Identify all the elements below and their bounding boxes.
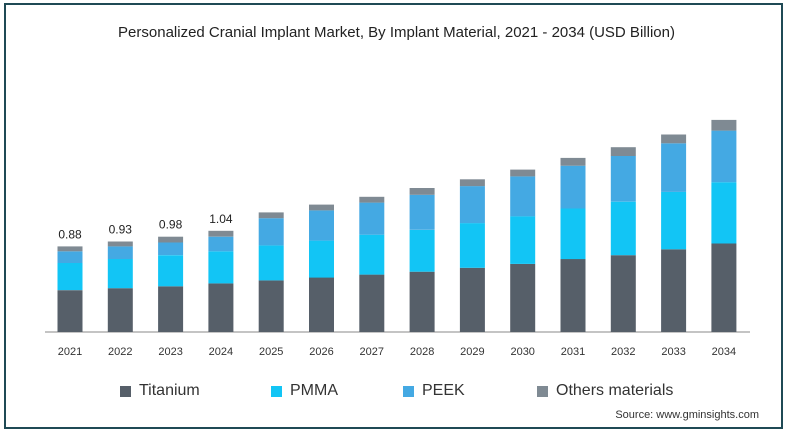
legend-item-peek: PEEK [403, 382, 465, 400]
total-label-2024: 1.04 [209, 212, 233, 226]
bar-pmma-2028 [409, 229, 435, 272]
bar-pmma-2022 [107, 259, 133, 289]
bar-peek-2028 [409, 194, 435, 230]
bar-titanium-2025 [258, 280, 284, 332]
bar-peek-2029 [459, 186, 485, 224]
chart-frame [4, 3, 783, 429]
x-tick-labels: 2021 2022 2023 2024 2025 2026 2027 2028 2029 2030… [58, 346, 736, 358]
x-tick-label-2025: 2025 [259, 346, 283, 358]
bar-peek-2025 [258, 218, 284, 246]
total-label-2023: 0.98 [159, 218, 183, 232]
x-tick-label-2023: 2023 [158, 346, 182, 358]
legend-label-peek: PEEK [422, 382, 465, 399]
bar-titanium-2029 [459, 267, 485, 332]
legend-swatch-titanium [120, 385, 131, 397]
bar-titanium-2031 [560, 259, 586, 332]
bar-titanium-2021 [57, 290, 83, 332]
bar-titanium-2028 [409, 271, 435, 332]
bar-pmma-2023 [158, 255, 184, 287]
legend-item-titanium: Titanium [120, 382, 200, 400]
total-label-2022: 0.93 [109, 223, 133, 237]
bar-others-materials-2028 [409, 188, 435, 195]
total-labels: 0.88 0.93 0.98 1.04 [58, 212, 233, 242]
bar-group [57, 119, 737, 332]
x-tick-label-2032: 2032 [611, 346, 635, 358]
bar-peek-2027 [359, 202, 385, 235]
legend-label-titanium: Titanium [139, 382, 200, 399]
legend-swatch-others [537, 385, 548, 397]
bar-others-materials-2034 [711, 119, 737, 131]
bar-pmma-2032 [610, 201, 636, 256]
bar-peek-2022 [107, 246, 133, 259]
bar-titanium-2032 [610, 255, 636, 332]
x-tick-label-2031: 2031 [561, 346, 585, 358]
bar-pmma-2026 [309, 240, 334, 278]
legend-swatch-pmma [271, 385, 282, 397]
total-label-2021: 0.88 [58, 227, 82, 241]
bar-peek-2033 [661, 143, 687, 192]
source-note: Source: www.gminsights.com [615, 409, 759, 421]
bar-peek-2032 [610, 155, 636, 202]
bar-others-materials-2025 [258, 212, 284, 219]
bar-pmma-2034 [711, 182, 737, 244]
bar-pmma-2033 [661, 191, 687, 250]
bar-others-materials-2023 [158, 236, 184, 243]
x-tick-label-2026: 2026 [309, 346, 333, 358]
bar-titanium-2034 [711, 243, 737, 332]
bar-others-materials-2033 [661, 134, 687, 144]
x-tick-label-2034: 2034 [712, 346, 736, 358]
bar-pmma-2024 [208, 251, 234, 284]
bar-others-materials-2030 [510, 169, 536, 177]
bar-peek-2031 [560, 165, 586, 209]
bar-others-materials-2022 [107, 241, 133, 247]
legend-label-pmma: PMMA [290, 382, 338, 399]
bar-others-materials-2027 [359, 196, 385, 203]
x-tick-label-2027: 2027 [360, 346, 384, 358]
bar-titanium-2027 [359, 274, 385, 332]
bar-pmma-2030 [510, 216, 536, 264]
bar-pmma-2025 [258, 245, 284, 281]
bar-pmma-2029 [459, 223, 485, 268]
legend-swatch-peek [403, 385, 414, 397]
chart-title: Personalized Cranial Implant Market, By … [118, 24, 675, 41]
x-tick-label-2028: 2028 [410, 346, 434, 358]
bar-others-materials-2024 [208, 230, 234, 237]
bar-others-materials-2026 [309, 204, 334, 211]
bar-titanium-2030 [510, 263, 536, 332]
bar-peek-2030 [510, 176, 536, 217]
bar-peek-2023 [158, 242, 184, 256]
x-tick-label-2022: 2022 [108, 346, 132, 358]
bar-pmma-2021 [57, 262, 83, 291]
legend: Titanium PMMA PEEK Others materials [0, 382, 793, 402]
legend-item-pmma: PMMA [271, 382, 338, 400]
bar-titanium-2033 [661, 249, 687, 332]
legend-label-others: Others materials [556, 382, 674, 399]
bar-titanium-2023 [158, 286, 184, 332]
x-tick-label-2033: 2033 [661, 346, 685, 358]
bar-others-materials-2031 [560, 157, 586, 166]
x-tick-label-2021: 2021 [58, 346, 82, 358]
bar-titanium-2024 [208, 283, 234, 332]
bar-others-materials-2029 [459, 179, 485, 187]
bar-pmma-2031 [560, 208, 586, 260]
bar-peek-2034 [711, 130, 737, 183]
x-tick-label-2024: 2024 [209, 346, 233, 358]
bar-others-materials-2021 [57, 246, 83, 252]
bar-peek-2026 [309, 210, 334, 241]
x-tick-label-2030: 2030 [510, 346, 534, 358]
bar-peek-2024 [208, 236, 234, 252]
bar-titanium-2022 [107, 288, 133, 332]
x-tick-label-2029: 2029 [460, 346, 484, 358]
bar-others-materials-2032 [610, 147, 636, 156]
legend-item-others: Others materials [537, 382, 673, 400]
bar-titanium-2026 [309, 277, 334, 332]
bar-peek-2021 [57, 251, 83, 263]
bar-pmma-2027 [359, 234, 385, 275]
